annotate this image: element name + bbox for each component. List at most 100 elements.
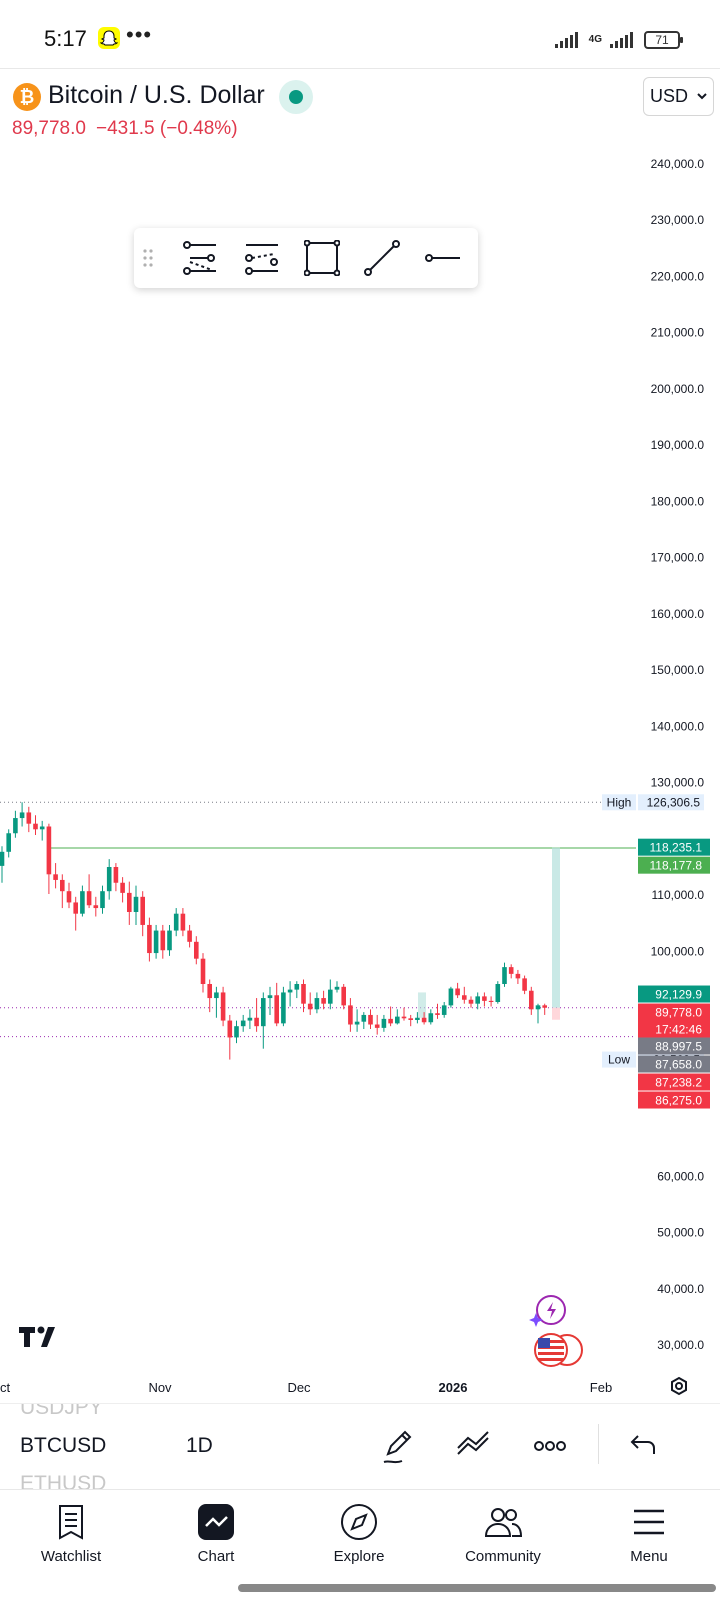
us-flag-icon[interactable] bbox=[534, 1333, 583, 1367]
candle-body bbox=[73, 902, 78, 914]
candle-body bbox=[368, 1014, 373, 1025]
price-tag: 118,177.8 bbox=[650, 859, 703, 873]
price-axis-label: 30,000.0 bbox=[657, 1338, 704, 1352]
candle-body bbox=[468, 999, 474, 1004]
draw-pencil-icon[interactable] bbox=[376, 1424, 420, 1468]
candle-body bbox=[247, 1017, 253, 1021]
price-tag: 89,778.0 bbox=[655, 1006, 702, 1020]
ai-sparkle-icon[interactable] bbox=[529, 1295, 566, 1327]
tradingview-logo[interactable] bbox=[19, 1326, 62, 1348]
candle-body bbox=[80, 891, 85, 914]
candle-body bbox=[46, 826, 52, 875]
candle-body bbox=[522, 978, 527, 991]
time-axis[interactable]: ct Nov Dec 2026 Feb bbox=[0, 1380, 612, 1395]
chevron-down-icon bbox=[697, 78, 707, 130]
candle-body bbox=[240, 1020, 246, 1027]
symbol-title[interactable]: Bitcoin / U.S. Dollar bbox=[48, 81, 265, 109]
time-axis-label: ct bbox=[0, 1380, 11, 1395]
fib-retracement-icon[interactable] bbox=[182, 240, 218, 276]
candle-body bbox=[542, 1005, 547, 1008]
candle-body bbox=[448, 988, 454, 1006]
candle-body bbox=[535, 1005, 541, 1010]
price-axis-label: 180,000.0 bbox=[651, 494, 705, 508]
position-zone bbox=[552, 847, 560, 1008]
candle-body bbox=[441, 1005, 447, 1015]
candle-body bbox=[482, 996, 487, 1001]
gesture-bar[interactable] bbox=[238, 1584, 716, 1592]
prev-symbol[interactable]: USDJPY bbox=[20, 1403, 103, 1419]
candle-body bbox=[160, 930, 166, 951]
nav-menu[interactable]: Menu bbox=[584, 1490, 714, 1580]
candle-body bbox=[33, 823, 38, 830]
nav-label: Explore bbox=[333, 1548, 385, 1565]
nav-label: Watchlist bbox=[40, 1548, 102, 1565]
candle-body bbox=[428, 1013, 434, 1023]
candle-body bbox=[60, 879, 65, 892]
price-axis-label: 50,000.0 bbox=[657, 1226, 704, 1240]
drag-handle-icon[interactable] bbox=[140, 240, 156, 276]
candle-body bbox=[113, 867, 119, 883]
nav-watchlist[interactable]: Watchlist bbox=[6, 1490, 136, 1580]
chart-settings-icon[interactable] bbox=[671, 1376, 687, 1396]
candle-body bbox=[435, 1013, 440, 1015]
price-tag-box bbox=[638, 856, 710, 874]
trend-line-icon[interactable] bbox=[364, 240, 400, 276]
status-bar: 5:17 ••• 4G 71 bbox=[0, 0, 720, 68]
currency-select[interactable]: USD bbox=[643, 77, 714, 116]
price-tag-box bbox=[638, 1037, 710, 1055]
chart-icon bbox=[196, 1502, 236, 1542]
candle-body bbox=[106, 867, 112, 892]
candle-body bbox=[207, 984, 212, 999]
time-axis-label: Dec bbox=[287, 1380, 311, 1395]
rectangle-icon[interactable] bbox=[303, 239, 341, 277]
chart-overlay-lines bbox=[0, 801, 636, 1038]
candle-body bbox=[234, 1026, 239, 1038]
indicators-icon[interactable] bbox=[452, 1424, 496, 1468]
symbol-bar[interactable]: USDJPY BTCUSD ETHUSD 1D bbox=[0, 1403, 720, 1489]
candle-body bbox=[13, 818, 18, 834]
high-label: High bbox=[607, 795, 632, 809]
interval-select[interactable]: 1D bbox=[186, 1434, 213, 1457]
bar-countdown: 17:42:46 bbox=[655, 1023, 702, 1037]
nav-label: Menu bbox=[630, 1548, 668, 1565]
current-symbol[interactable]: BTCUSD bbox=[20, 1434, 107, 1457]
nav-chart[interactable]: Chart bbox=[151, 1490, 281, 1580]
candle-body bbox=[153, 930, 159, 954]
candle-body bbox=[354, 1021, 360, 1025]
candle-body bbox=[334, 986, 340, 990]
horizontal-ray-icon[interactable] bbox=[424, 240, 460, 276]
candle-body bbox=[127, 892, 132, 912]
candle-body bbox=[515, 973, 521, 979]
candle-body bbox=[301, 984, 306, 1004]
position-zone bbox=[418, 992, 426, 1018]
nav-community[interactable]: Community bbox=[438, 1490, 568, 1580]
bottom-navigation[interactable]: Watchlist Chart Explore Community Menu bbox=[0, 1490, 720, 1580]
price-tag: 88,997.5 bbox=[655, 1040, 702, 1054]
divider bbox=[0, 68, 720, 69]
candle-body bbox=[395, 1016, 400, 1024]
price-axis-label: 230,000.0 bbox=[651, 213, 705, 227]
parallel-channel-icon[interactable] bbox=[244, 240, 280, 276]
market-status-indicator[interactable] bbox=[279, 80, 313, 114]
candle-body bbox=[173, 913, 179, 931]
bitcoin-icon[interactable]: ₿ bbox=[13, 83, 41, 111]
candle-body bbox=[261, 998, 266, 1027]
price-axis-label: 210,000.0 bbox=[651, 326, 705, 340]
candle-body bbox=[167, 930, 172, 951]
candle-body bbox=[140, 896, 145, 925]
drawing-toolbar[interactable] bbox=[134, 228, 478, 288]
candle-body bbox=[415, 1017, 420, 1020]
candle-body bbox=[147, 924, 152, 954]
more-icon[interactable] bbox=[528, 1424, 572, 1468]
compass-icon bbox=[339, 1502, 379, 1542]
candle-body bbox=[502, 967, 507, 984]
next-symbol[interactable]: ETHUSD bbox=[20, 1472, 107, 1489]
undo-icon[interactable] bbox=[620, 1424, 664, 1468]
candle-body bbox=[254, 1017, 259, 1027]
nav-explore[interactable]: Explore bbox=[294, 1490, 424, 1580]
candle-body bbox=[120, 882, 125, 893]
candle-body bbox=[26, 812, 32, 824]
price-chart[interactable]: 240,000.0 230,000.0 220,000.0 210,000.0 200,… bbox=[0, 140, 720, 1402]
price-axis-label: 40,000.0 bbox=[657, 1282, 704, 1296]
price-axis[interactable]: 240,000.0 230,000.0 220,000.0 210,000.0 200,… bbox=[651, 157, 705, 1352]
